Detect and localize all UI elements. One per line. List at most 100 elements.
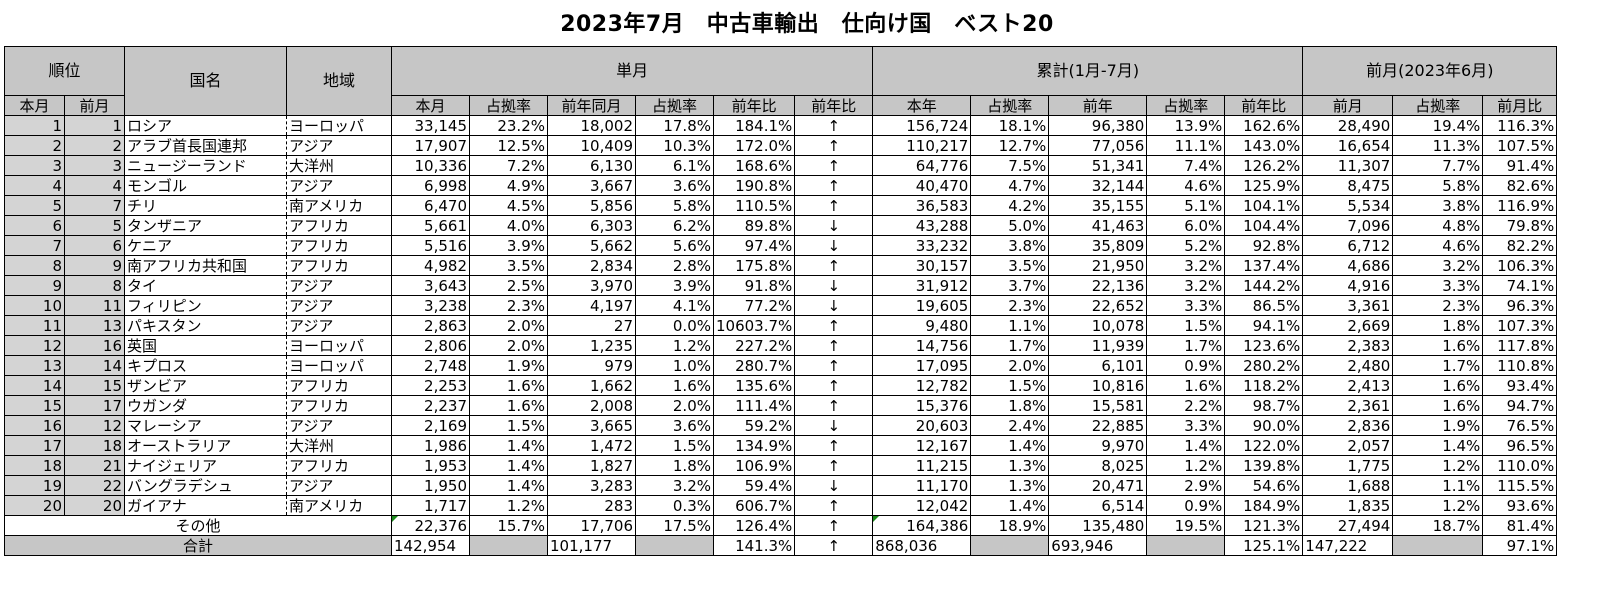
prev-month-share-cell: 5.8% bbox=[1392, 175, 1484, 196]
table-row: 14 15 ザンビア アフリカ 2,253 1.6% 1,662 1.6% 135.6% ↑ 12,… bbox=[4, 375, 1558, 396]
total-row: 合計 142,954 101,177 141.3% ↑ 868,036 693,946 125… bbox=[4, 535, 1558, 556]
yoy-arrow-cell: ↑ bbox=[794, 455, 874, 476]
last-year-share-cell: 2.8% bbox=[635, 255, 714, 276]
cumulative-yoy-cell: 184.9% bbox=[1224, 495, 1304, 516]
last-year-share-cell: 6.2% bbox=[635, 215, 714, 236]
cumulative-yoy-cell: 162.6% bbox=[1224, 115, 1304, 136]
header-monthly-share: 占拠率 bbox=[469, 95, 548, 116]
prev-month-value-cell: 27,494 bbox=[1302, 515, 1394, 536]
yoy-arrow-cell: ↓ bbox=[794, 235, 874, 256]
cumulative-last-year-cell: 9,970 bbox=[1048, 435, 1148, 456]
cumulative-last-year-cell: 35,155 bbox=[1048, 195, 1148, 216]
prev-month-value-cell: 11,307 bbox=[1302, 155, 1394, 176]
region-cell: ヨーロッパ bbox=[286, 115, 392, 136]
last-year-value-cell: 3,667 bbox=[547, 175, 636, 196]
cumulative-value-cell: 12,167 bbox=[872, 435, 972, 456]
cumulative-last-year-share-cell: 3.2% bbox=[1146, 255, 1226, 276]
table-row: 19 22 バングラデシュ アジア 1,950 1.4% 3,283 3.2% 59.4% ↓ 11… bbox=[4, 475, 1558, 496]
cumulative-yoy-cell: 90.0% bbox=[1224, 415, 1304, 436]
mom-cell: 107.5% bbox=[1482, 135, 1558, 156]
last-year-value-cell: 6,130 bbox=[547, 155, 636, 176]
cumulative-last-year-share-cell: 3.2% bbox=[1146, 275, 1226, 296]
region-cell: アジア bbox=[286, 295, 392, 316]
monthly-value-cell: 2,253 bbox=[391, 375, 470, 396]
prev-month-value-cell: 2,836 bbox=[1302, 415, 1394, 436]
monthly-share-cell: 1.9% bbox=[469, 355, 548, 376]
country-cell: ロシア bbox=[124, 115, 287, 136]
prev-rank-cell: 14 bbox=[64, 355, 125, 376]
cumulative-last-year-cell: 32,144 bbox=[1048, 175, 1148, 196]
prev-rank-cell: 3 bbox=[64, 155, 125, 176]
yoy-arrow-cell: ↑ bbox=[794, 435, 874, 456]
monthly-share-cell: 12.5% bbox=[469, 135, 548, 156]
cumulative-yoy-cell: 137.4% bbox=[1224, 255, 1304, 276]
yoy-arrow-cell: ↑ bbox=[794, 255, 874, 276]
rank-cell: 17 bbox=[4, 435, 65, 456]
prev-month-share-cell: 1.1% bbox=[1392, 475, 1484, 496]
cumulative-last-year-share-cell: 1.4% bbox=[1146, 435, 1226, 456]
last-year-value-cell: 17,706 bbox=[547, 515, 636, 536]
cumulative-value-cell: 15,376 bbox=[872, 395, 972, 416]
cumulative-value-cell: 31,912 bbox=[872, 275, 972, 296]
prev-month-share-cell: 1.9% bbox=[1392, 415, 1484, 436]
prev-month-value-cell: 16,654 bbox=[1302, 135, 1394, 156]
prev-rank-cell: 7 bbox=[64, 195, 125, 216]
cumulative-share-cell: 1.4% bbox=[970, 495, 1050, 516]
cumulative-yoy-cell: 143.0% bbox=[1224, 135, 1304, 156]
cumulative-value-cell: 12,782 bbox=[872, 375, 972, 396]
cumulative-yoy-cell: 122.0% bbox=[1224, 435, 1304, 456]
cumulative-share-cell: 1.1% bbox=[970, 315, 1050, 336]
cumulative-yoy-cell: 98.7% bbox=[1224, 395, 1304, 416]
cumulative-value-cell: 20,603 bbox=[872, 415, 972, 436]
last-year-value-cell: 27 bbox=[547, 315, 636, 336]
country-cell: マレーシア bbox=[124, 415, 287, 436]
last-year-value-cell: 3,283 bbox=[547, 475, 636, 496]
last-year-value-cell: 283 bbox=[547, 495, 636, 516]
yoy-cell: 89.8% bbox=[712, 215, 796, 236]
prev-rank-cell: 17 bbox=[64, 395, 125, 416]
region-cell: アジア bbox=[286, 415, 392, 436]
cumulative-share-cell: 4.7% bbox=[970, 175, 1050, 196]
cumulative-value-cell: 33,232 bbox=[872, 235, 972, 256]
cumulative-last-year-share-cell: 3.3% bbox=[1146, 415, 1226, 436]
cumulative-last-year-cell: 11,939 bbox=[1048, 335, 1148, 356]
mom-total-cell: 97.1% bbox=[1482, 535, 1558, 556]
country-cell: ガイアナ bbox=[124, 495, 287, 516]
region-cell: アフリカ bbox=[286, 455, 392, 476]
prev-month-value-cell: 5,534 bbox=[1302, 195, 1394, 216]
header-rank-current: 本月 bbox=[4, 95, 65, 116]
last-year-share-cell: 1.8% bbox=[635, 455, 714, 476]
cumulative-share-cell: 12.7% bbox=[970, 135, 1050, 156]
cumulative-last-year-cell: 15,581 bbox=[1048, 395, 1148, 416]
last-year-value-cell: 6,303 bbox=[547, 215, 636, 236]
prev-month-value-cell: 6,712 bbox=[1302, 235, 1394, 256]
prev-month-share-cell: 3.2% bbox=[1392, 255, 1484, 276]
prev-month-value-cell: 2,383 bbox=[1302, 335, 1394, 356]
last-year-value-cell: 2,834 bbox=[547, 255, 636, 276]
yoy-cell: 175.8% bbox=[712, 255, 796, 276]
yoy-arrow-cell: ↑ bbox=[794, 375, 874, 396]
yoy-cell: 126.4% bbox=[712, 515, 796, 536]
last-year-share-cell: 2.0% bbox=[635, 395, 714, 416]
prev-month-share-cell: 1.6% bbox=[1392, 375, 1484, 396]
prev-month-value-cell: 2,057 bbox=[1302, 435, 1394, 456]
cumulative-share-cell: 1.5% bbox=[970, 375, 1050, 396]
rank-cell: 10 bbox=[4, 295, 65, 316]
cumulative-last-year-share-cell: 19.5% bbox=[1146, 515, 1226, 536]
table-row: 16 12 マレーシア アジア 2,169 1.5% 3,665 3.6% 59.2% ↓ 20,6… bbox=[4, 415, 1558, 436]
table-row: 13 14 キプロス ヨーロッパ 2,748 1.9% 979 1.0% 280.7% ↑ 17,0… bbox=[4, 355, 1558, 376]
prev-month-share-cell: 2.3% bbox=[1392, 295, 1484, 316]
mom-cell: 81.4% bbox=[1482, 515, 1558, 536]
country-cell: 英国 bbox=[124, 335, 287, 356]
prev-month-share-cell: 1.6% bbox=[1392, 335, 1484, 356]
cumulative-value-cell: 14,756 bbox=[872, 335, 972, 356]
monthly-share-cell: 2.0% bbox=[469, 315, 548, 336]
last-year-value-cell: 1,235 bbox=[547, 335, 636, 356]
empty-share-cell bbox=[469, 535, 548, 556]
prev-rank-cell: 18 bbox=[64, 435, 125, 456]
region-cell: アフリカ bbox=[286, 215, 392, 236]
rank-cell: 2 bbox=[4, 135, 65, 156]
cumulative-share-cell: 2.0% bbox=[970, 355, 1050, 376]
cumulative-yoy-cell: 86.5% bbox=[1224, 295, 1304, 316]
monthly-share-cell: 3.9% bbox=[469, 235, 548, 256]
